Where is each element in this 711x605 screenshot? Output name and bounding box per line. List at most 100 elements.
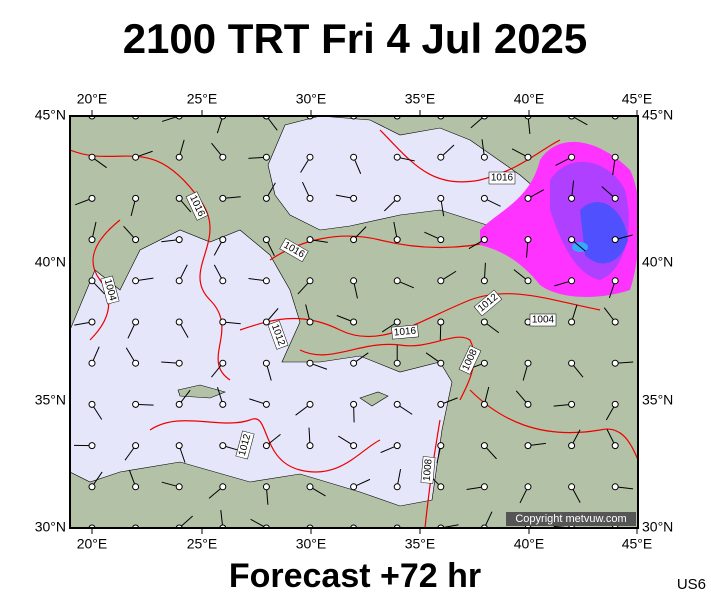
station: [481, 484, 487, 490]
station: [481, 360, 487, 366]
station: [220, 484, 226, 490]
station: [351, 401, 357, 407]
station: [176, 360, 182, 366]
lon-label-bottom: 30°E: [296, 536, 327, 552]
station: [351, 237, 357, 243]
station: [569, 360, 575, 366]
station: [394, 195, 400, 201]
isobar-label: 1008: [422, 458, 435, 482]
station: [307, 401, 313, 407]
station: [133, 278, 139, 284]
station: [612, 154, 618, 160]
station: [351, 484, 357, 490]
station: [133, 401, 139, 407]
station: [569, 237, 575, 243]
station: [89, 237, 95, 243]
station: [481, 319, 487, 325]
station: [351, 443, 357, 449]
station: [525, 237, 531, 243]
station: [176, 237, 182, 243]
station: [133, 237, 139, 243]
station: [351, 154, 357, 160]
barb: [351, 528, 354, 546]
lon-label-top: 25°E: [187, 91, 218, 107]
station: [307, 319, 313, 325]
station: [438, 278, 444, 284]
station: [525, 484, 531, 490]
station: [89, 195, 95, 201]
lon-label-top: 20°E: [77, 91, 108, 107]
lon-label-bottom: 25°E: [187, 536, 218, 552]
station: [89, 484, 95, 490]
station: [438, 484, 444, 490]
station: [133, 195, 139, 201]
isobar-label: 1016: [393, 326, 417, 339]
barb: [615, 108, 631, 116]
station: [263, 360, 269, 366]
station: [263, 278, 269, 284]
barb: [604, 528, 616, 542]
station: [220, 195, 226, 201]
station: [220, 237, 226, 243]
station: [569, 154, 575, 160]
station: [438, 154, 444, 160]
lon-label-top: 45°E: [622, 91, 653, 107]
station: [438, 360, 444, 366]
isobar-label-group: 1016: [392, 325, 419, 339]
station: [481, 443, 487, 449]
station: [394, 237, 400, 243]
lon-label-bottom: 35°E: [405, 536, 436, 552]
station: [89, 401, 95, 407]
station: [133, 360, 139, 366]
station: [176, 401, 182, 407]
station: [394, 278, 400, 284]
station: [176, 195, 182, 201]
station: [569, 319, 575, 325]
station: [263, 319, 269, 325]
station: [263, 484, 269, 490]
lon-label-bottom: 20°E: [77, 536, 108, 552]
station: [438, 401, 444, 407]
map-code: US6: [677, 576, 706, 593]
station: [263, 195, 269, 201]
station: [481, 401, 487, 407]
station: [307, 278, 313, 284]
copyright: Copyright metvuw.com: [515, 513, 626, 525]
lat-label-left: 45°N: [35, 107, 66, 123]
station: [612, 278, 618, 284]
lon-label-bottom: 45°E: [622, 536, 653, 552]
station: [351, 319, 357, 325]
lat-label-right: 45°N: [642, 107, 673, 123]
station: [525, 443, 531, 449]
station: [394, 401, 400, 407]
barb: [354, 101, 364, 116]
station: [525, 154, 531, 160]
station: [307, 237, 313, 243]
station: [307, 154, 313, 160]
station: [481, 154, 487, 160]
station: [176, 484, 182, 490]
station: [263, 154, 269, 160]
station: [133, 154, 139, 160]
station: [481, 278, 487, 284]
station: [307, 360, 313, 366]
station: [612, 237, 618, 243]
station: [612, 360, 618, 366]
lat-label-right: 30°N: [642, 519, 673, 535]
station: [438, 319, 444, 325]
station: [569, 484, 575, 490]
station: [133, 319, 139, 325]
station: [394, 319, 400, 325]
barb: [294, 528, 310, 536]
lat-label-right: 35°N: [642, 392, 673, 408]
station: [220, 278, 226, 284]
station: [89, 278, 95, 284]
isobar-label: 1004: [532, 315, 555, 326]
station: [220, 360, 226, 366]
station: [481, 237, 487, 243]
station: [220, 154, 226, 160]
station: [394, 154, 400, 160]
station: [263, 443, 269, 449]
station: [612, 401, 618, 407]
station: [176, 319, 182, 325]
